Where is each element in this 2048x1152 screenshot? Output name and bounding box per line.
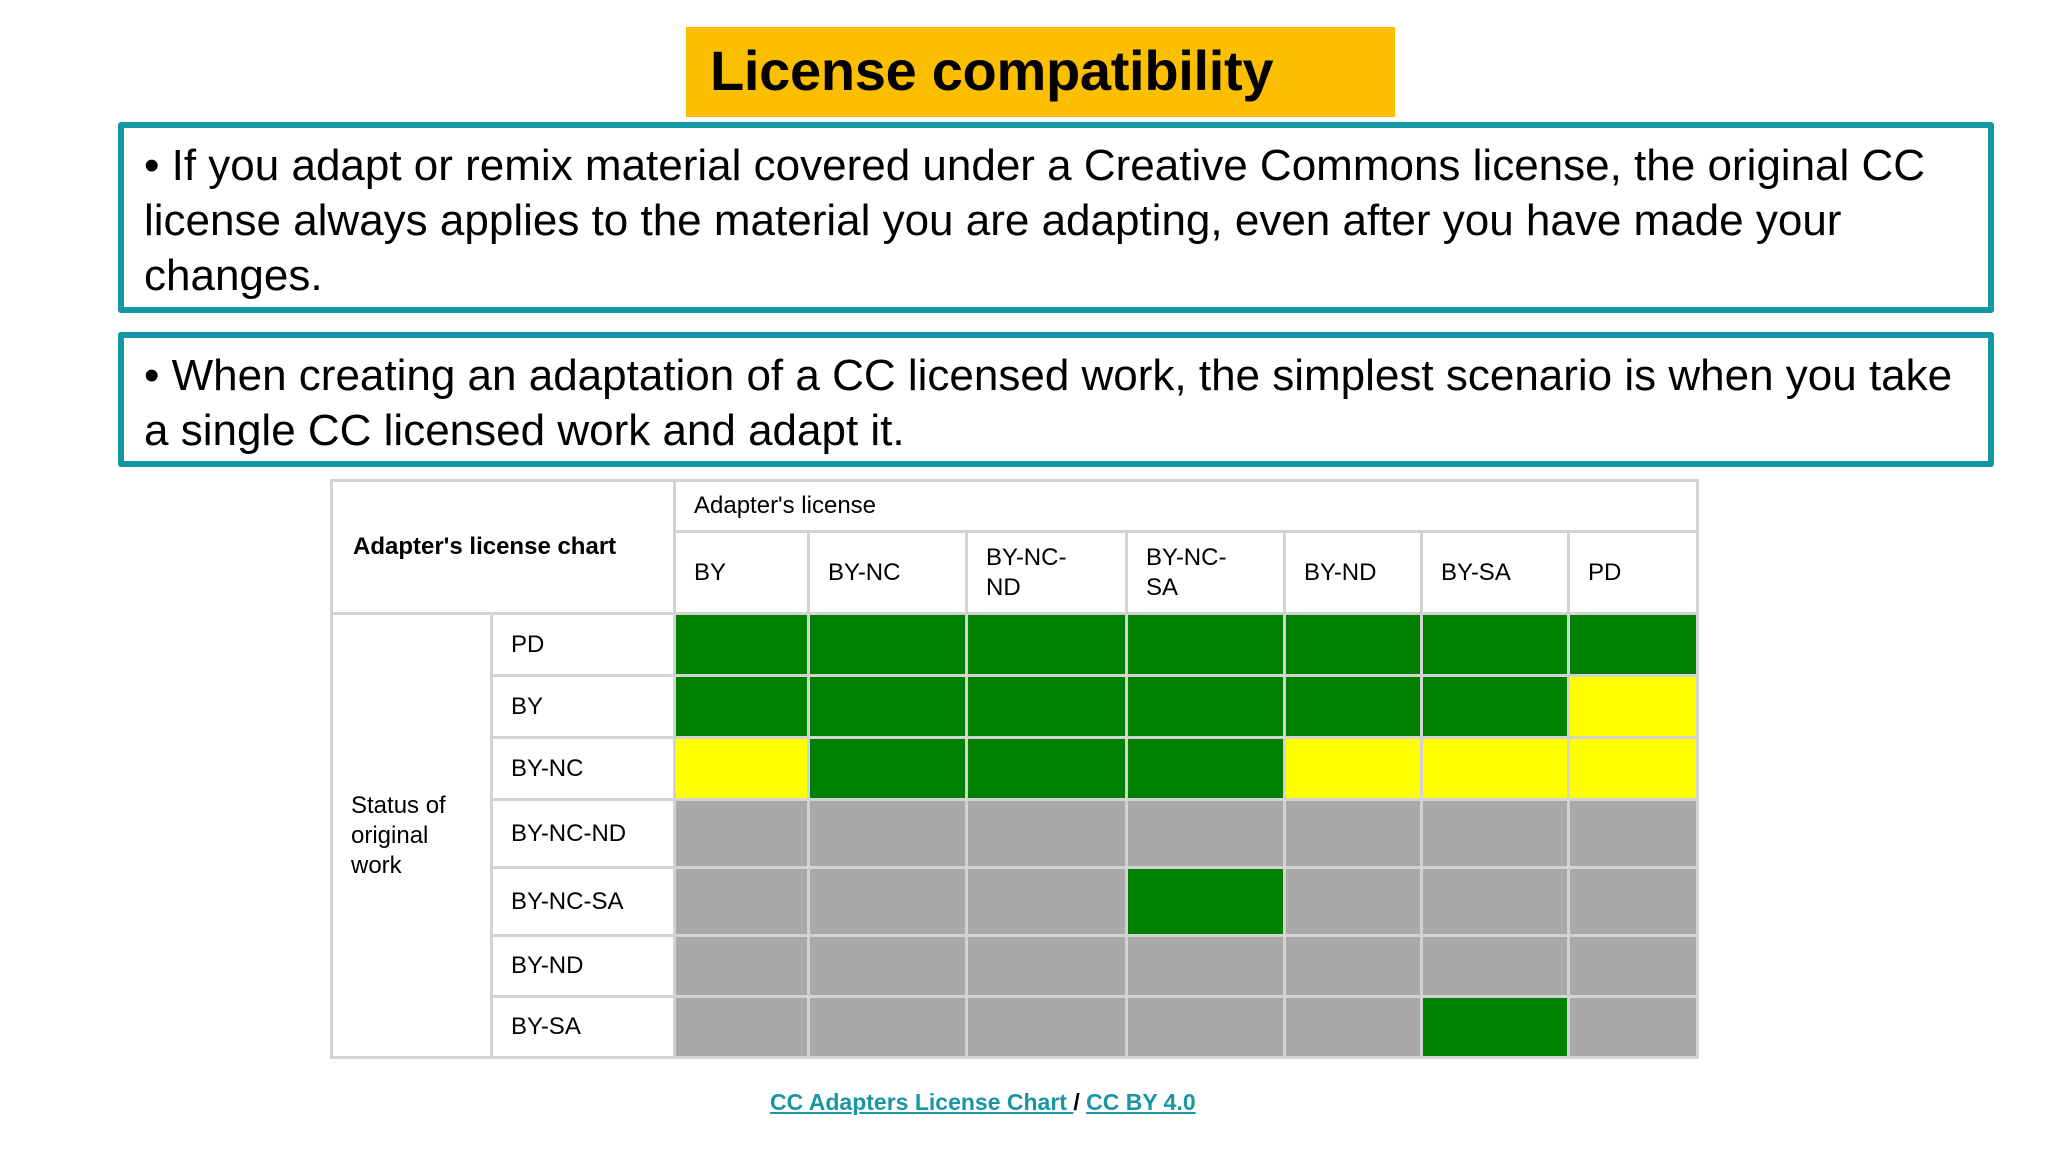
compat-cell-gray [1567,798,1699,869]
slide-title-banner: License compatibility [686,27,1395,117]
compat-cell-gray [965,995,1128,1059]
row-group-label: Status of original work [330,612,493,1059]
compat-cell-gray [965,934,1128,998]
compat-cell-green [965,736,1128,801]
row-label: BY-SA [490,995,676,1059]
row-label: BY-ND [490,934,676,998]
compat-cell-gray [673,866,810,937]
row-label: BY-NC [490,736,676,801]
compat-cell-green [1283,674,1423,739]
table-row: BY-SA [332,995,1699,1059]
column-header-by-sa: BY-SA [1420,530,1570,615]
compat-cell-green [1125,866,1286,937]
compat-cell-green [807,736,968,801]
bullet-text-2: • When creating an adaptation of a CC li… [144,351,1953,455]
compat-cell-yellow [1567,736,1699,801]
column-header-pd: PD [1567,530,1699,615]
compat-cell-gray [807,798,968,869]
compat-cell-gray [807,995,968,1059]
compat-cell-green [965,674,1128,739]
compat-cell-green [1567,612,1699,677]
compat-cell-green [807,612,968,677]
compat-cell-gray [1283,798,1423,869]
compat-cell-green [807,674,968,739]
compat-cell-gray [1125,934,1286,998]
compat-cell-green [1420,995,1570,1059]
compat-cell-gray [673,798,810,869]
column-header-row: BY BY-NC BY-NC- ND BY-NC- SA BY-ND BY-SA PD [332,530,1699,615]
compat-cell-gray [1420,934,1570,998]
compat-cell-green [1420,674,1570,739]
table-row: BY [332,674,1699,739]
compat-cell-green [1283,612,1423,677]
compat-cell-gray [1283,995,1423,1059]
row-label: BY-NC-SA [490,866,676,937]
compat-cell-yellow [1283,736,1423,801]
slide-title: License compatibility [710,39,1274,102]
compat-cell-yellow [673,736,810,801]
table-row: BY-NC [332,736,1699,801]
compat-cell-gray [807,866,968,937]
compat-cell-yellow [1567,674,1699,739]
chart-body: Status of original work PD BY BY-NC BY-NC-ND… [330,612,1699,1059]
bullet-text-1: • If you adapt or remix material covered… [144,141,1926,300]
table-row: Status of original work PD [330,612,1699,1059]
compat-cell-green [673,612,810,677]
cc-by-license-link[interactable]: CC BY 4.0 [1086,1089,1196,1115]
compat-cell-green [965,612,1128,677]
compat-cell-gray [807,934,968,998]
table-row: BY-NC-ND [332,798,1699,869]
column-header-by-nd: BY-ND [1283,530,1423,615]
table-row: BY-ND [332,934,1699,998]
compat-cell-gray [1567,866,1699,937]
column-header-by-nc-nd: BY-NC- ND [965,530,1128,615]
row-label: PD [490,612,676,677]
compat-cell-gray [1283,934,1423,998]
table-row: BY-NC-SA [332,866,1699,937]
row-label: BY [490,674,676,739]
compat-cell-green [1125,736,1286,801]
bullet-box-2: • When creating an adaptation of a CC li… [118,332,1994,467]
license-compatibility-chart: Adapter's license chart Adapter's licens… [330,479,1699,1059]
compat-cell-gray [1567,934,1699,998]
compat-cell-green [1420,612,1570,677]
compat-cell-yellow [1420,736,1570,801]
attribution-caption: CC Adapters License Chart / CC BY 4.0 [770,1088,1196,1116]
compat-cell-gray [1420,798,1570,869]
column-header-by-nc: BY-NC [807,530,968,615]
column-header-by: BY [673,530,810,615]
compat-cell-gray [1420,866,1570,937]
compat-cell-gray [965,866,1128,937]
compat-cell-green [673,674,810,739]
compat-cell-green [1125,612,1286,677]
compat-cell-gray [673,995,810,1059]
compat-cell-gray [1567,995,1699,1059]
column-header-by-nc-sa: BY-NC- SA [1125,530,1286,615]
caption-separator: / [1073,1089,1080,1115]
compat-cell-gray [673,934,810,998]
compat-cell-gray [1125,798,1286,869]
compat-cell-gray [965,798,1128,869]
compat-cell-green [1125,674,1286,739]
bullet-box-1: • If you adapt or remix material covered… [118,122,1994,313]
cc-adapters-chart-link[interactable]: CC Adapters License Chart [770,1089,1074,1115]
chart-corner-label: Adapter's license chart [330,479,676,615]
row-label: BY-NC-ND [490,798,676,869]
column-group-label: Adapter's license [673,479,1699,533]
compat-cell-gray [1283,866,1423,937]
compat-cell-gray [1125,995,1286,1059]
